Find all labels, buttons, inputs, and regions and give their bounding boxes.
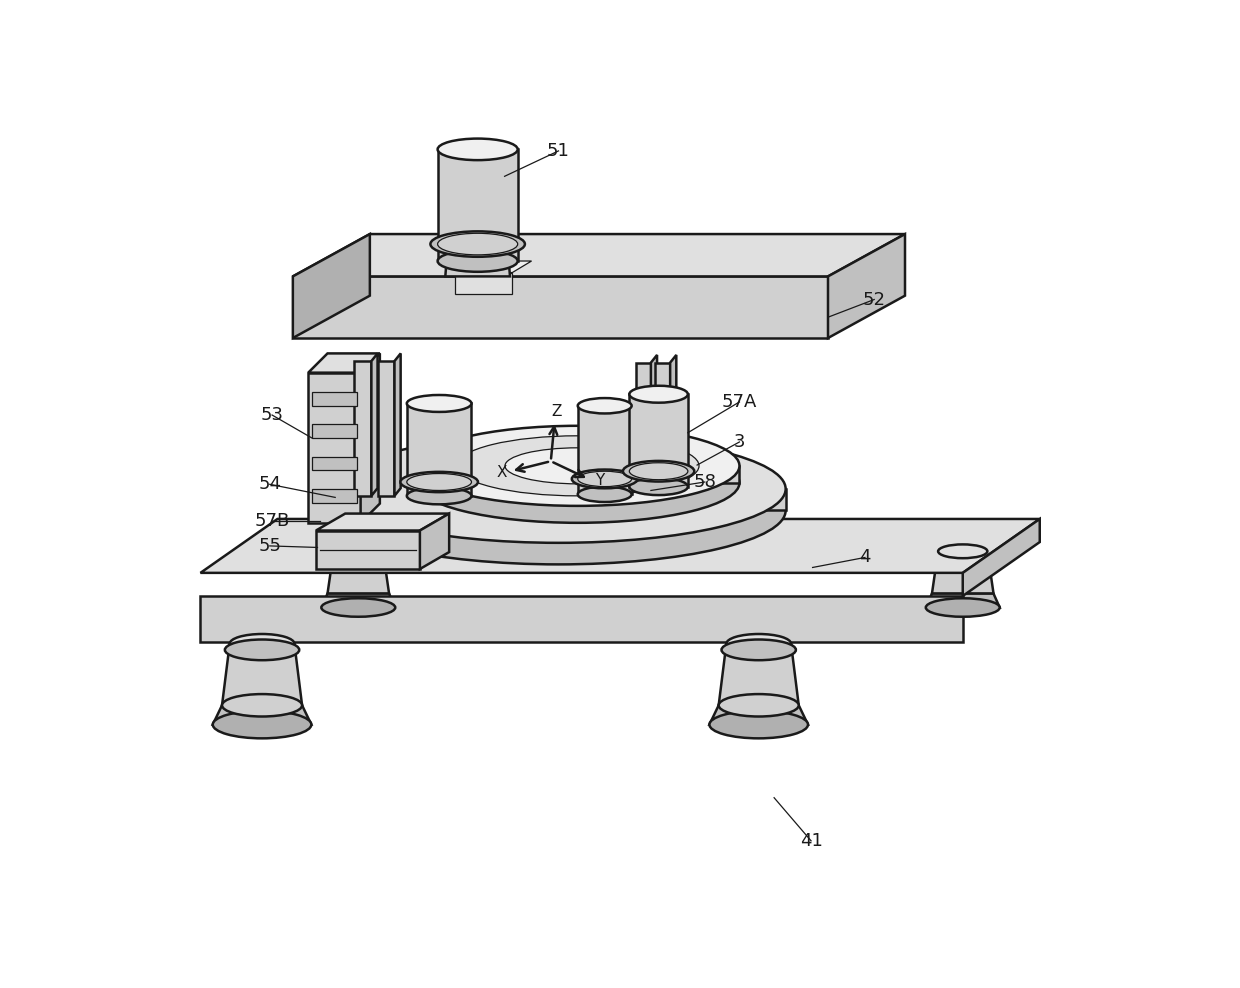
Polygon shape xyxy=(828,234,905,338)
Ellipse shape xyxy=(224,639,299,660)
Text: 53: 53 xyxy=(260,406,284,424)
Polygon shape xyxy=(309,354,379,372)
Ellipse shape xyxy=(578,471,631,487)
Polygon shape xyxy=(455,261,532,273)
Polygon shape xyxy=(293,234,905,277)
Polygon shape xyxy=(438,149,517,261)
Ellipse shape xyxy=(417,426,739,506)
Polygon shape xyxy=(331,489,786,511)
Ellipse shape xyxy=(438,233,517,255)
Ellipse shape xyxy=(630,385,688,403)
Ellipse shape xyxy=(630,478,688,495)
Ellipse shape xyxy=(334,544,383,558)
Polygon shape xyxy=(309,372,361,523)
Polygon shape xyxy=(529,483,542,489)
Polygon shape xyxy=(293,277,828,338)
Polygon shape xyxy=(372,354,377,496)
Polygon shape xyxy=(655,363,670,490)
Ellipse shape xyxy=(926,599,999,617)
Polygon shape xyxy=(668,483,681,489)
Polygon shape xyxy=(355,361,372,496)
Text: 54: 54 xyxy=(258,475,281,493)
Polygon shape xyxy=(455,273,512,294)
Text: 41: 41 xyxy=(800,832,822,850)
Text: 57B: 57B xyxy=(254,512,290,530)
Polygon shape xyxy=(361,354,379,523)
Ellipse shape xyxy=(939,544,987,558)
Polygon shape xyxy=(621,483,634,489)
Polygon shape xyxy=(585,465,670,476)
Text: 57A: 57A xyxy=(722,393,758,411)
Polygon shape xyxy=(293,234,370,338)
Polygon shape xyxy=(932,551,993,594)
Text: 55: 55 xyxy=(258,536,281,555)
Ellipse shape xyxy=(438,250,517,272)
Ellipse shape xyxy=(407,487,471,504)
Polygon shape xyxy=(407,403,471,496)
Ellipse shape xyxy=(407,395,471,412)
Text: 3: 3 xyxy=(734,433,745,451)
Ellipse shape xyxy=(213,710,311,738)
Ellipse shape xyxy=(401,472,477,492)
Ellipse shape xyxy=(709,710,808,738)
Ellipse shape xyxy=(727,634,791,653)
Polygon shape xyxy=(651,355,657,490)
Polygon shape xyxy=(312,489,357,503)
Polygon shape xyxy=(630,394,688,487)
Ellipse shape xyxy=(630,462,688,480)
Polygon shape xyxy=(213,705,311,724)
Text: 4: 4 xyxy=(859,548,870,566)
Ellipse shape xyxy=(578,398,631,413)
Polygon shape xyxy=(719,644,799,705)
Ellipse shape xyxy=(321,599,396,617)
Polygon shape xyxy=(327,551,389,594)
Ellipse shape xyxy=(729,642,787,658)
Polygon shape xyxy=(316,531,420,569)
Polygon shape xyxy=(420,514,449,569)
Ellipse shape xyxy=(456,436,699,496)
Ellipse shape xyxy=(229,634,294,653)
Ellipse shape xyxy=(719,695,799,716)
Polygon shape xyxy=(201,596,962,642)
Ellipse shape xyxy=(622,460,694,481)
Text: Z: Z xyxy=(552,404,562,420)
Ellipse shape xyxy=(331,456,786,564)
Polygon shape xyxy=(484,483,495,489)
Ellipse shape xyxy=(417,443,739,523)
Polygon shape xyxy=(417,465,739,483)
Polygon shape xyxy=(578,406,631,494)
Ellipse shape xyxy=(331,435,786,542)
Polygon shape xyxy=(312,424,357,438)
Ellipse shape xyxy=(430,231,525,257)
Polygon shape xyxy=(201,519,1040,573)
Polygon shape xyxy=(321,594,396,608)
Polygon shape xyxy=(445,257,510,277)
Ellipse shape xyxy=(438,138,517,160)
Polygon shape xyxy=(670,355,676,490)
Polygon shape xyxy=(377,361,394,496)
Text: X: X xyxy=(496,465,507,480)
Polygon shape xyxy=(316,514,449,531)
Polygon shape xyxy=(394,354,401,496)
Text: Y: Y xyxy=(595,473,605,488)
Ellipse shape xyxy=(407,473,471,490)
Polygon shape xyxy=(635,363,651,490)
Text: 52: 52 xyxy=(863,290,885,308)
Polygon shape xyxy=(312,392,357,406)
Ellipse shape xyxy=(722,639,796,660)
Polygon shape xyxy=(312,456,357,470)
Text: 51: 51 xyxy=(547,142,570,160)
Ellipse shape xyxy=(572,469,637,488)
Polygon shape xyxy=(926,594,999,608)
Ellipse shape xyxy=(578,487,631,502)
Polygon shape xyxy=(962,519,1040,596)
Ellipse shape xyxy=(505,448,651,484)
Polygon shape xyxy=(575,483,588,489)
Ellipse shape xyxy=(233,642,291,658)
Polygon shape xyxy=(709,705,808,724)
Polygon shape xyxy=(222,644,303,705)
Text: 58: 58 xyxy=(693,473,717,491)
Ellipse shape xyxy=(222,695,303,716)
